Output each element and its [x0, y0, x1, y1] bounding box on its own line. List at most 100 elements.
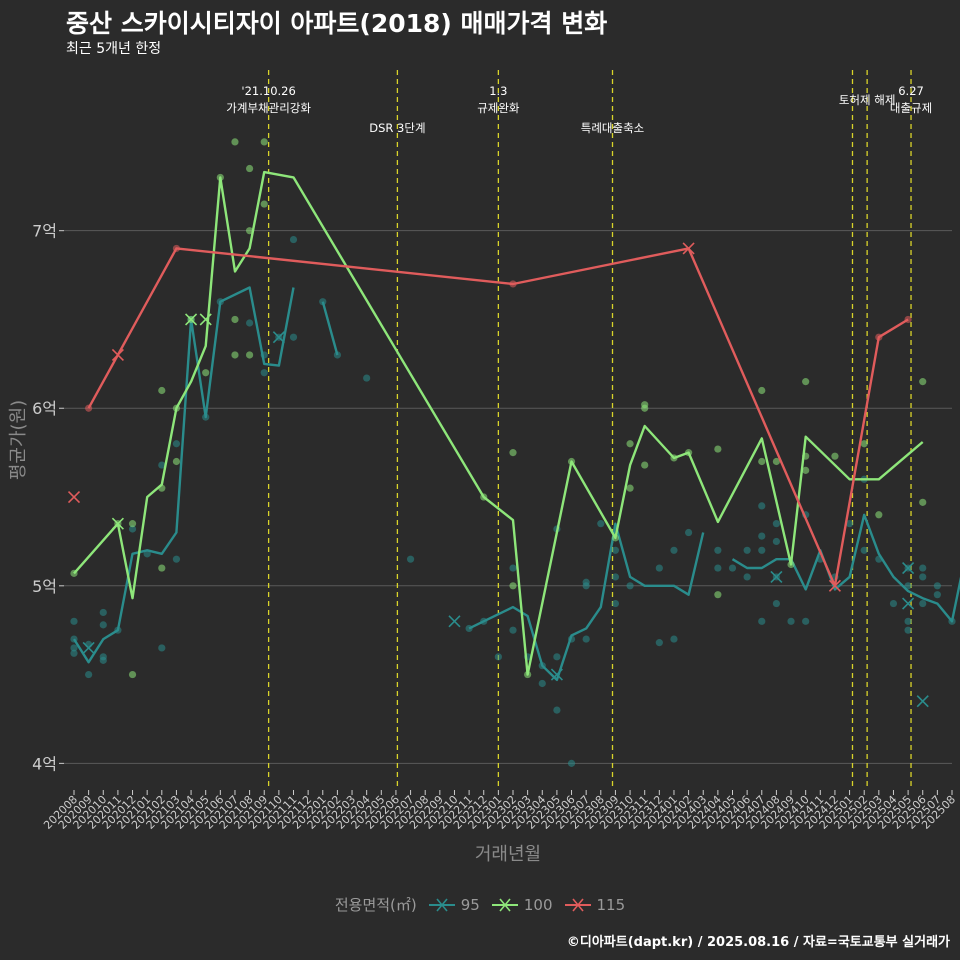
data-point-100	[831, 452, 839, 460]
cross-marker-115	[67, 490, 81, 504]
data-point-95	[685, 528, 693, 537]
data-point-95	[246, 319, 254, 327]
data-point-95	[860, 546, 868, 554]
cross-stroke	[916, 695, 929, 708]
event-annotation: '21.10.26	[241, 84, 295, 98]
data-point-95	[99, 621, 107, 629]
data-point-100	[772, 457, 781, 466]
data-point-95	[626, 582, 634, 590]
data-point-95	[289, 235, 298, 244]
data-point-95	[919, 599, 927, 608]
data-point-100	[260, 200, 268, 208]
data-point-100	[875, 511, 883, 519]
data-point-95	[143, 550, 151, 558]
cross-marker-95	[916, 695, 929, 708]
cross-marker-100	[185, 313, 198, 326]
data-point-95	[158, 644, 166, 652]
data-point-95	[319, 298, 327, 306]
data-point-95	[582, 578, 590, 586]
legend-swatch-115	[564, 897, 591, 912]
data-point-95	[538, 679, 546, 688]
data-point-100	[626, 484, 634, 492]
event-annotation: 6.27	[898, 84, 924, 98]
cross-stroke	[111, 348, 124, 362]
data-point-95	[494, 653, 502, 661]
data-point-95	[128, 525, 137, 533]
data-point-95	[728, 564, 737, 572]
data-point-95	[70, 649, 78, 657]
data-point-95	[289, 333, 298, 341]
data-point-95	[158, 461, 166, 469]
cross-marker-115	[111, 348, 124, 362]
series-line-95	[468, 522, 705, 682]
data-point-95	[904, 582, 912, 590]
series-line-95	[731, 513, 960, 623]
data-point-100	[758, 457, 766, 466]
chart-subtitle: 최근 5개년 한정	[66, 41, 162, 57]
data-point-95	[787, 617, 795, 625]
data-point-95	[611, 546, 620, 554]
data-point-95	[70, 644, 78, 652]
legend-label-115: 115	[596, 895, 626, 914]
legend-item-95: 95	[428, 895, 480, 915]
data-point-95	[758, 546, 766, 554]
data-point-100	[246, 351, 254, 359]
data-point-100	[509, 449, 517, 457]
data-point-95	[172, 555, 181, 563]
data-point-100	[714, 445, 722, 453]
cross-stroke	[67, 490, 81, 504]
data-point-100	[919, 498, 927, 506]
data-point-95	[553, 706, 561, 714]
data-point-100	[231, 138, 239, 146]
data-point-95	[611, 573, 620, 581]
data-point-95	[670, 546, 678, 554]
y-axis-label: 평균가(원)	[8, 400, 29, 480]
data-point-95	[743, 546, 751, 554]
data-point-95	[363, 374, 371, 382]
data-point-100	[641, 404, 649, 412]
cross-stroke	[448, 615, 461, 628]
data-point-100	[128, 520, 137, 528]
cross-marker-100	[111, 517, 124, 530]
series	[67, 138, 960, 767]
cross-stroke	[111, 517, 124, 530]
data-point-95	[655, 564, 663, 572]
data-point-95	[758, 502, 766, 510]
legend-label-95: 95	[460, 895, 480, 914]
y-tick-label: 4억	[32, 754, 57, 773]
data-point-100	[246, 164, 254, 173]
data-point-95	[70, 617, 78, 625]
data-point-95	[655, 639, 663, 647]
series-line-95	[72, 286, 295, 664]
data-point-100	[714, 591, 722, 599]
cross-marker-100	[199, 313, 212, 326]
cross-stroke	[199, 313, 212, 326]
data-point-95	[567, 759, 576, 767]
data-point-95	[889, 599, 898, 608]
data-point-100	[802, 378, 810, 386]
data-point-95	[904, 626, 912, 634]
legend-title: 전용면적(㎡)	[334, 896, 417, 914]
y-tick-label: 5억	[32, 577, 57, 596]
cross-marker-115	[682, 242, 695, 255]
cross-stroke	[272, 331, 285, 344]
data-point-100	[802, 466, 810, 474]
data-point-95	[933, 591, 941, 599]
data-point-100	[860, 440, 868, 448]
data-point-95	[509, 626, 517, 634]
data-point-95	[85, 670, 93, 679]
data-point-95	[919, 564, 927, 572]
data-point-95	[509, 564, 517, 572]
y-tick-label: 6억	[32, 399, 57, 418]
data-point-95	[597, 520, 605, 528]
cross-stroke	[185, 313, 198, 326]
data-point-100	[246, 227, 254, 235]
legend-swatch-100	[491, 897, 518, 912]
data-point-95	[758, 532, 766, 540]
cross-marker-95	[902, 597, 915, 610]
legend-item-100: 100	[491, 895, 553, 915]
event-annotation: DSR 3단계	[369, 121, 425, 135]
